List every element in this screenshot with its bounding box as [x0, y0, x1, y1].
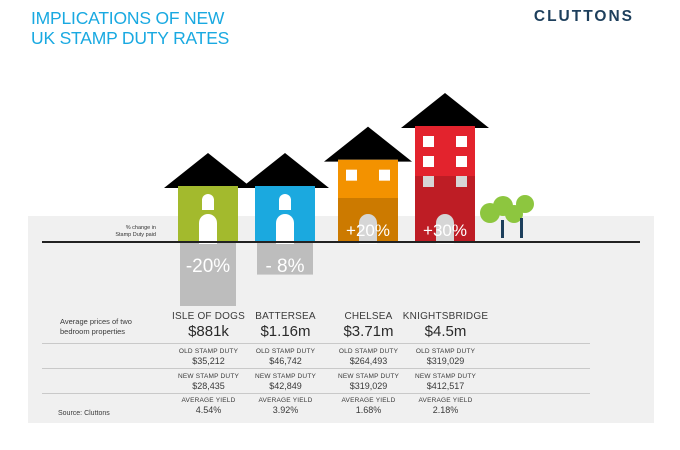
axis-label: % change in	[126, 225, 156, 231]
yield-label: AVERAGE YIELD	[258, 397, 313, 404]
house-roof	[324, 126, 412, 162]
house-door	[276, 214, 294, 244]
house-window	[456, 176, 467, 187]
house-window	[346, 169, 357, 181]
area-column-cell: OLD STAMP DUTY $319,029	[398, 348, 493, 366]
old-duty-value: $35,212	[192, 356, 225, 366]
old-duty-value: $319,029	[426, 356, 465, 366]
new-duty-value: $412,517	[426, 381, 465, 391]
area-name: BATTERSEA	[255, 311, 316, 322]
house-chelsea	[324, 126, 412, 244]
yield-label: AVERAGE YIELD	[418, 397, 473, 404]
house-window	[379, 169, 390, 181]
old-duty-value: $46,742	[269, 356, 302, 366]
new-duty-label: NEW STAMP DUTY	[177, 373, 240, 380]
price: $1.16m	[260, 323, 311, 340]
house-knightsbridge	[401, 93, 489, 244]
area-column-cell: NEW STAMP DUTY $412,517	[398, 373, 493, 391]
divider	[42, 368, 590, 369]
yield-label: AVERAGE YIELD	[181, 397, 236, 404]
price: $3.71m	[343, 323, 394, 340]
axis-label: Stamp Duty paid	[115, 232, 156, 238]
title-line-2: UK STAMP DUTY RATES	[31, 28, 230, 48]
yield-label: AVERAGE YIELD	[341, 397, 396, 404]
old-duty-label: OLD STAMP DUTY	[415, 348, 476, 355]
area-column-cell: OLD STAMP DUTY $46,742	[238, 348, 333, 366]
area-column-cell: BATTERSEA $1.16m	[238, 311, 333, 340]
house-door	[199, 214, 217, 244]
house-battersea	[241, 153, 329, 244]
old-duty-label: OLD STAMP DUTY	[338, 348, 399, 355]
tree-trunk	[520, 218, 523, 238]
new-duty-label: NEW STAMP DUTY	[254, 373, 317, 380]
house-door	[359, 214, 377, 244]
title-line-1: IMPLICATIONS OF NEW	[31, 8, 225, 28]
data-panel	[28, 216, 654, 423]
area-name: ISLE OF DOGS	[172, 311, 245, 322]
old-duty-label: OLD STAMP DUTY	[255, 348, 316, 355]
brand-logo: CLUTTONS	[533, 8, 634, 25]
area-column-cell: AVERAGE YIELD 4.54%	[161, 397, 256, 415]
price: $881k	[188, 323, 229, 340]
change-bar	[180, 242, 236, 306]
area-column-cell: KNIGHTSBRIDGE $4.5m	[398, 311, 493, 340]
divider	[42, 343, 590, 344]
new-duty-value: $28,435	[192, 381, 225, 391]
area-column-cell: OLD STAMP DUTY $264,493	[321, 348, 416, 366]
change-bar	[257, 242, 313, 275]
house-window	[279, 194, 291, 210]
area-name: KNIGHTSBRIDGE	[402, 311, 489, 322]
house-window	[423, 136, 434, 147]
new-duty-label: NEW STAMP DUTY	[414, 373, 477, 380]
house-roof	[401, 93, 489, 128]
area-name: CHELSEA	[344, 311, 393, 322]
house-door	[436, 214, 454, 244]
old-duty-label: OLD STAMP DUTY	[178, 348, 239, 355]
house-roof	[241, 153, 329, 188]
tree-canopy	[516, 195, 534, 213]
trees-illustration	[480, 195, 534, 238]
value-label: +20%	[346, 221, 390, 240]
yield-value: 2.18%	[432, 405, 459, 415]
yield-value: 1.68%	[355, 405, 382, 415]
area-column-cell: AVERAGE YIELD 1.68%	[321, 397, 416, 415]
house-window	[456, 136, 467, 147]
row-label-line-2: bedroom properties	[60, 327, 126, 336]
value-label: +30%	[423, 221, 467, 240]
area-column-cell: NEW STAMP DUTY $319,029	[321, 373, 416, 391]
house-isle-of-dogs	[164, 153, 252, 244]
area-column-cell: ISLE OF DOGS $881k	[161, 311, 256, 340]
new-duty-value: $42,849	[269, 381, 302, 391]
tree-trunk	[501, 220, 504, 238]
source-note: Source: Cluttons	[58, 410, 110, 417]
yield-value: 3.92%	[272, 405, 299, 415]
house-window	[202, 194, 214, 210]
area-column-cell: OLD STAMP DUTY $35,212	[161, 348, 256, 366]
yield-value: 4.54%	[195, 405, 222, 415]
house-window	[423, 176, 434, 187]
increase-bar	[338, 198, 398, 242]
new-duty-label: NEW STAMP DUTY	[337, 373, 400, 380]
area-column-cell: NEW STAMP DUTY $28,435	[161, 373, 256, 391]
row-label-line-1: Average prices of two	[60, 317, 132, 326]
new-duty-value: $319,029	[349, 381, 388, 391]
area-column-cell: NEW STAMP DUTY $42,849	[238, 373, 333, 391]
divider	[42, 393, 590, 394]
area-column-cell: CHELSEA $3.71m	[321, 311, 416, 340]
price: $4.5m	[424, 323, 467, 340]
area-column-cell: AVERAGE YIELD 3.92%	[238, 397, 333, 415]
house-window	[456, 156, 467, 167]
house-roof	[164, 153, 252, 188]
area-column-cell: AVERAGE YIELD 2.18%	[398, 397, 493, 415]
old-duty-value: $264,493	[349, 356, 388, 366]
house-window	[423, 156, 434, 167]
value-label: -20%	[186, 256, 230, 277]
value-label: - 8%	[265, 256, 304, 277]
increase-bar	[415, 176, 475, 242]
